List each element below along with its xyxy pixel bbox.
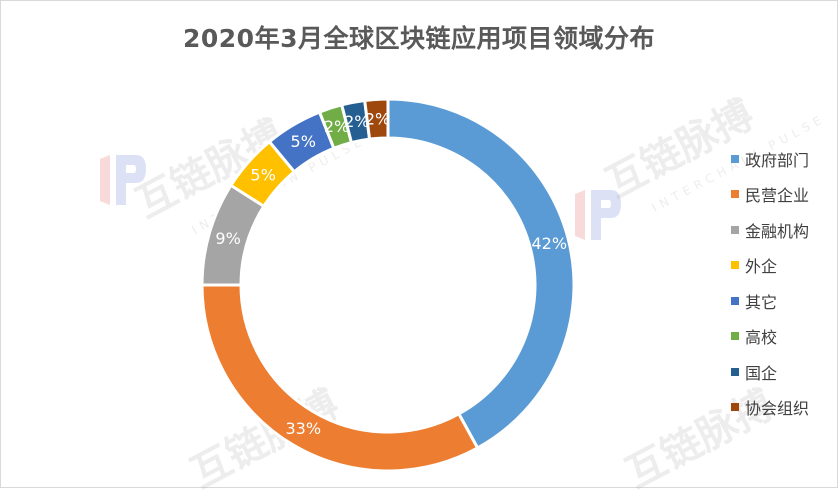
- legend-label: 其它: [745, 292, 778, 312]
- legend-item-8: 协会组织: [731, 390, 809, 426]
- donut-slice-8: [363, 97, 390, 141]
- legend-label: 政府部门: [745, 150, 810, 170]
- donut-slice-1: [386, 97, 576, 451]
- data-label-1: 42%: [531, 234, 567, 253]
- data-label-5: 5%: [291, 132, 316, 151]
- data-label-8: 2%: [365, 109, 390, 128]
- legend-item-5: 其它: [731, 283, 809, 319]
- chart-title: 2020年3月全球区块链应用项目领域分布: [183, 24, 655, 53]
- legend-item-1: 政府部门: [731, 141, 809, 177]
- legend-swatch: [731, 261, 739, 270]
- legend-swatch: [731, 403, 739, 412]
- legend-swatch: [731, 332, 739, 341]
- data-label-7: 2%: [344, 112, 369, 131]
- legend-swatch: [731, 154, 739, 163]
- legend-label: 高校: [745, 328, 778, 348]
- legend-item-6: 高校: [731, 319, 809, 355]
- data-label-4: 5%: [250, 165, 275, 184]
- donut-chart: 42%33%9%5%5%2%2%2%: [200, 97, 576, 473]
- legend-item-4: 外企: [731, 248, 809, 284]
- legend-swatch: [731, 367, 739, 376]
- legend-swatch: [731, 190, 739, 199]
- data-label-6: 2%: [324, 117, 349, 136]
- data-label-2: 33%: [285, 419, 321, 438]
- legend-item-7: 国企: [731, 354, 809, 390]
- legend-item-2: 民营企业: [731, 177, 809, 213]
- legend-label: 协会组织: [745, 399, 810, 419]
- legend-item-3: 金融机构: [731, 212, 809, 248]
- chart-legend: 政府部门民营企业金融机构外企其它高校国企协会组织: [731, 141, 809, 425]
- legend-swatch: [731, 225, 739, 234]
- legend-label: 民营企业: [745, 186, 810, 206]
- legend-label: 外企: [745, 257, 778, 277]
- donut-slice-2: [200, 283, 480, 473]
- legend-label: 国企: [745, 363, 778, 383]
- legend-swatch: [731, 296, 739, 305]
- data-label-3: 9%: [215, 229, 240, 248]
- legend-label: 金融机构: [745, 221, 810, 241]
